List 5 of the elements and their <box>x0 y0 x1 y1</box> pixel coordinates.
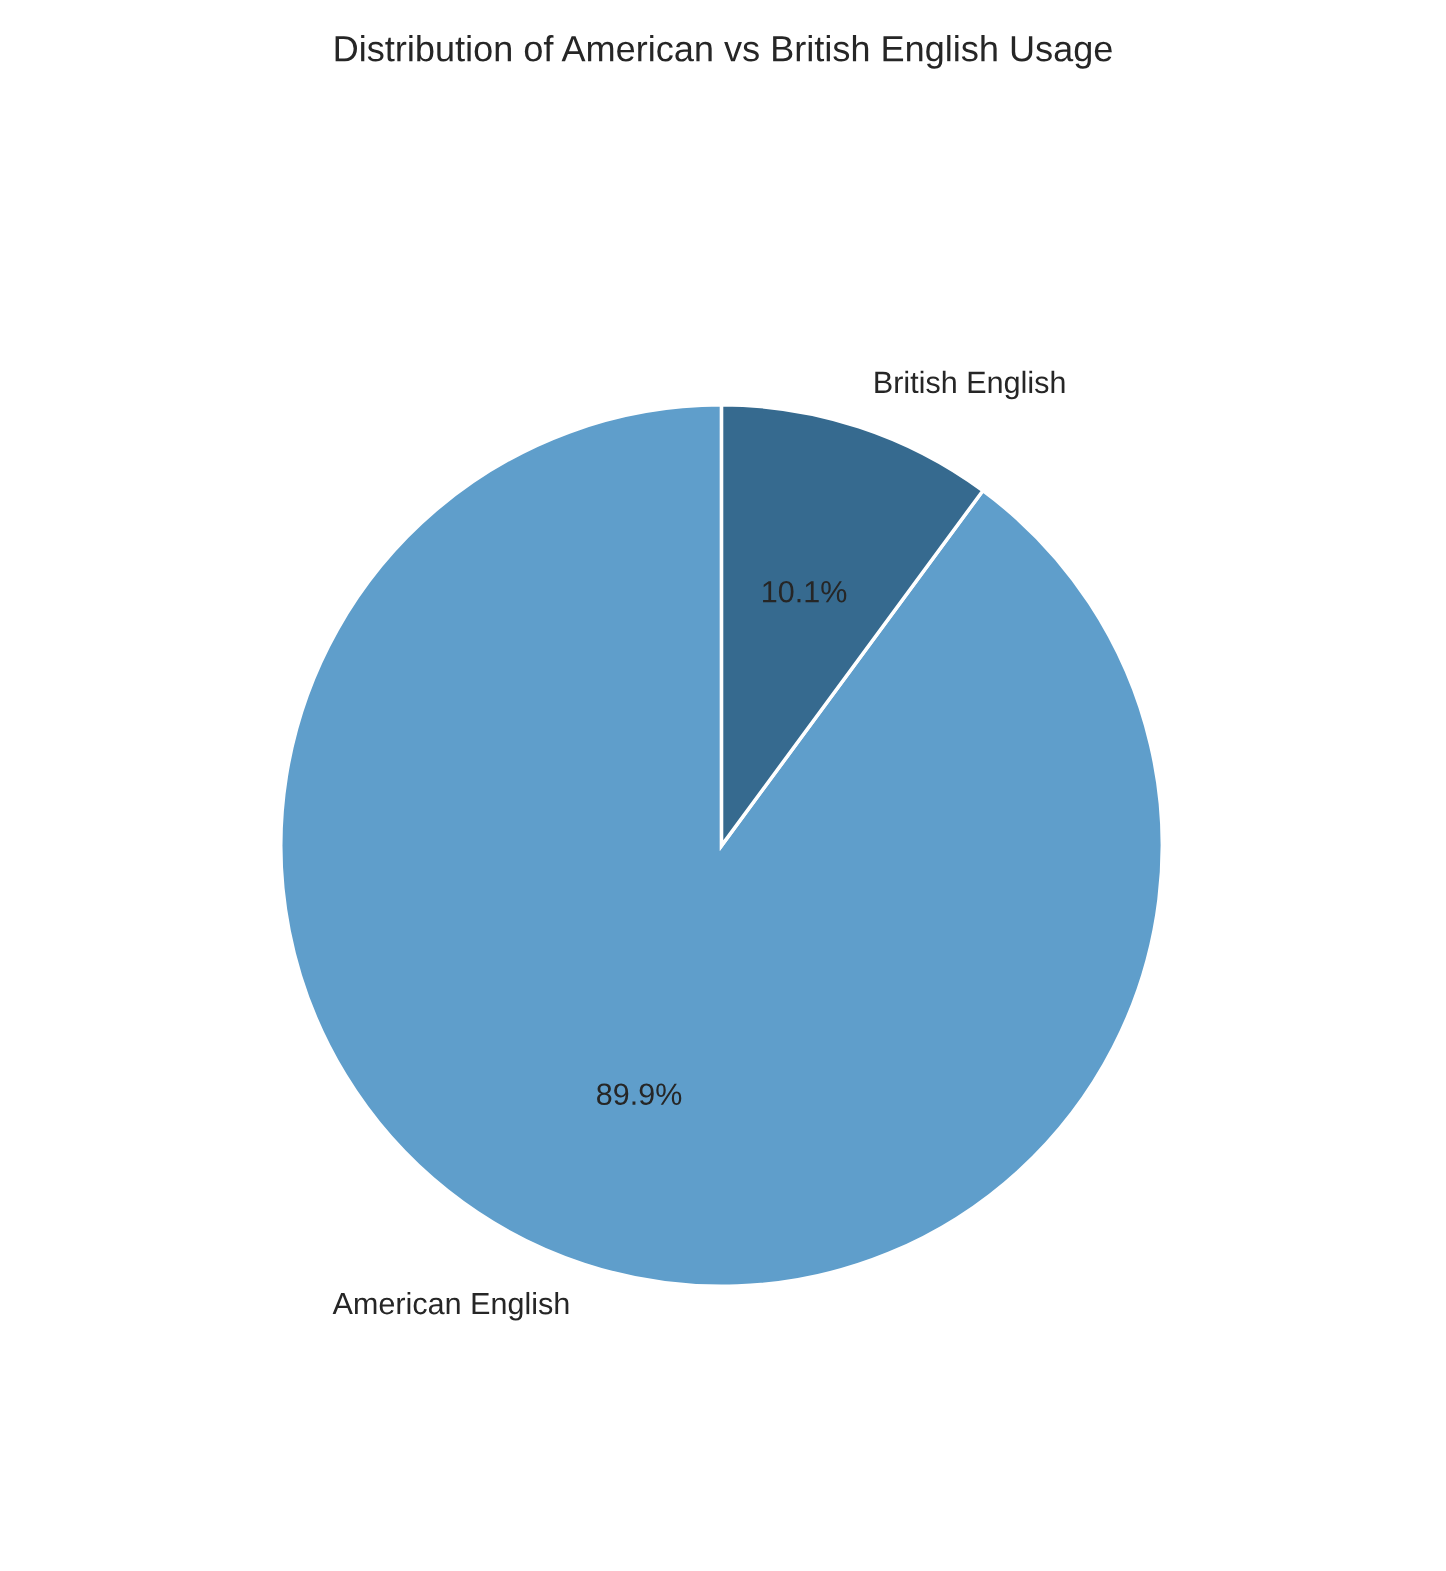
data-label: 89.9% <box>597 1083 682 1106</box>
chart-title: Distribution of American vs British English Usage <box>335 35 1112 69</box>
slice-label: American English <box>332 1291 569 1321</box>
slice-label: British English <box>875 370 1065 400</box>
data-label: 10.1% <box>763 580 847 603</box>
